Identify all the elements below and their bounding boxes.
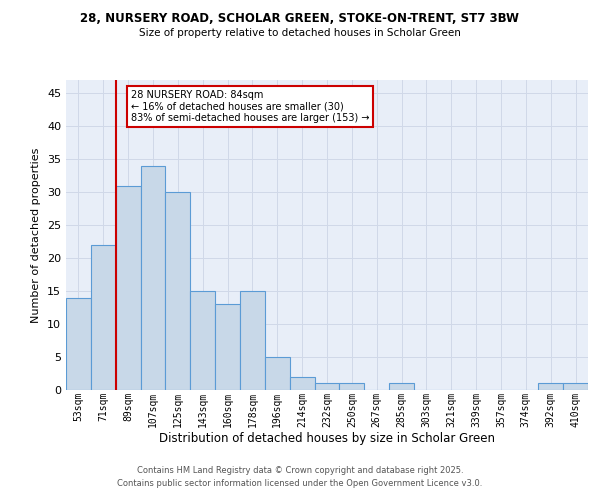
Bar <box>563 384 588 390</box>
Text: Contains HM Land Registry data © Crown copyright and database right 2025.
Contai: Contains HM Land Registry data © Crown c… <box>118 466 482 487</box>
Bar <box>91 245 116 390</box>
Bar <box>265 357 290 390</box>
Bar <box>290 377 314 390</box>
Text: 28 NURSERY ROAD: 84sqm
← 16% of detached houses are smaller (30)
83% of semi-det: 28 NURSERY ROAD: 84sqm ← 16% of detached… <box>131 90 369 123</box>
Bar <box>190 291 215 390</box>
Bar <box>538 384 563 390</box>
Bar <box>66 298 91 390</box>
Bar <box>389 384 414 390</box>
Bar <box>240 291 265 390</box>
Y-axis label: Number of detached properties: Number of detached properties <box>31 148 41 322</box>
Bar <box>340 384 364 390</box>
X-axis label: Distribution of detached houses by size in Scholar Green: Distribution of detached houses by size … <box>159 432 495 445</box>
Text: 28, NURSERY ROAD, SCHOLAR GREEN, STOKE-ON-TRENT, ST7 3BW: 28, NURSERY ROAD, SCHOLAR GREEN, STOKE-O… <box>80 12 520 26</box>
Bar <box>166 192 190 390</box>
Bar <box>314 384 340 390</box>
Bar <box>215 304 240 390</box>
Text: Size of property relative to detached houses in Scholar Green: Size of property relative to detached ho… <box>139 28 461 38</box>
Bar <box>140 166 166 390</box>
Bar <box>116 186 140 390</box>
